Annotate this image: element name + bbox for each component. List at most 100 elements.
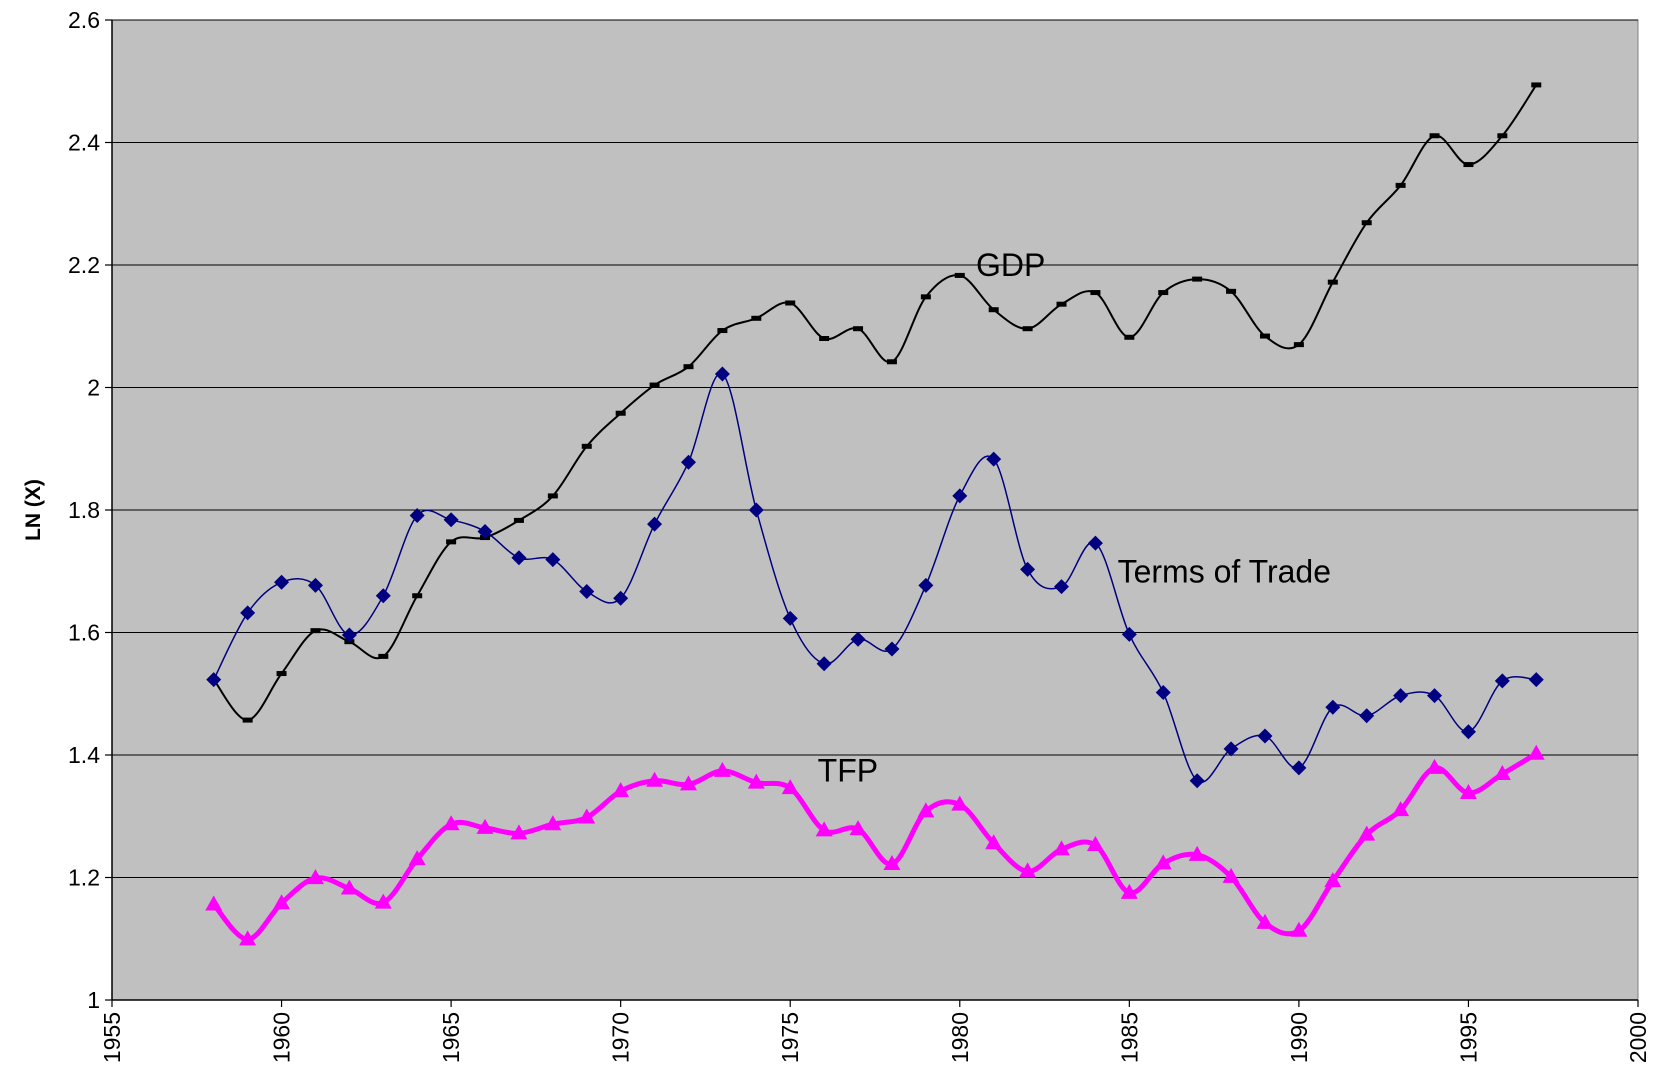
series-label: Terms of Trade bbox=[1118, 553, 1331, 589]
marker bbox=[579, 583, 595, 599]
marker bbox=[714, 366, 730, 382]
marker bbox=[307, 577, 323, 593]
marker bbox=[748, 502, 764, 518]
marker bbox=[1426, 758, 1444, 774]
marker bbox=[581, 443, 592, 449]
marker bbox=[680, 454, 696, 470]
marker bbox=[1531, 82, 1542, 88]
marker bbox=[920, 294, 931, 300]
marker bbox=[917, 802, 935, 818]
series-label: GDP bbox=[976, 247, 1045, 283]
marker bbox=[511, 550, 527, 566]
marker bbox=[239, 930, 257, 946]
marker bbox=[679, 775, 697, 791]
marker bbox=[443, 512, 459, 528]
marker bbox=[883, 855, 901, 871]
marker bbox=[513, 517, 524, 523]
marker bbox=[647, 516, 663, 532]
marker bbox=[646, 771, 664, 787]
marker bbox=[1358, 825, 1376, 841]
marker bbox=[1223, 741, 1239, 757]
y-tick-label: 1.4 bbox=[68, 742, 100, 768]
marker bbox=[374, 893, 392, 909]
marker bbox=[782, 610, 798, 626]
marker bbox=[1188, 845, 1206, 861]
marker bbox=[578, 808, 596, 824]
marker bbox=[850, 631, 866, 647]
marker bbox=[477, 523, 493, 539]
marker bbox=[510, 824, 528, 840]
marker bbox=[276, 671, 287, 677]
marker bbox=[340, 879, 358, 895]
marker bbox=[986, 451, 1002, 467]
marker bbox=[476, 818, 494, 834]
series-label: TFP bbox=[818, 752, 878, 788]
x-tick-label: 1980 bbox=[947, 1012, 973, 1063]
marker bbox=[1020, 561, 1036, 577]
marker bbox=[849, 820, 867, 836]
marker bbox=[375, 588, 391, 604]
marker bbox=[884, 641, 900, 657]
marker bbox=[1527, 744, 1545, 760]
marker bbox=[1494, 673, 1510, 689]
marker bbox=[544, 815, 562, 831]
marker bbox=[1291, 760, 1307, 776]
marker bbox=[951, 795, 969, 811]
series bbox=[206, 366, 1544, 789]
marker bbox=[1325, 699, 1341, 715]
x-tick-label: 1965 bbox=[438, 1012, 464, 1063]
x-tick-label: 2000 bbox=[1625, 1012, 1651, 1063]
marker bbox=[751, 315, 762, 321]
series bbox=[208, 82, 1542, 723]
marker bbox=[242, 717, 253, 723]
x-tick-label: 1960 bbox=[269, 1012, 295, 1063]
marker bbox=[442, 815, 460, 831]
marker bbox=[649, 382, 660, 388]
marker bbox=[713, 761, 731, 777]
marker bbox=[310, 628, 321, 634]
marker bbox=[988, 307, 999, 313]
marker bbox=[747, 773, 765, 789]
marker bbox=[205, 895, 223, 911]
y-tick-label: 1.6 bbox=[68, 620, 100, 646]
series-line bbox=[211, 751, 1538, 942]
marker bbox=[1459, 783, 1477, 799]
y-tick-label: 1.2 bbox=[68, 865, 100, 891]
marker bbox=[1257, 728, 1273, 744]
marker bbox=[341, 627, 357, 643]
y-axis-label: LN (X) bbox=[22, 479, 45, 541]
marker bbox=[815, 821, 833, 837]
x-tick-label: 1955 bbox=[99, 1012, 125, 1063]
marker bbox=[273, 894, 291, 910]
series bbox=[205, 744, 1545, 946]
marker bbox=[1090, 290, 1101, 296]
marker bbox=[378, 653, 389, 659]
marker bbox=[412, 593, 423, 599]
marker bbox=[1054, 579, 1070, 595]
marker bbox=[615, 410, 626, 416]
marker bbox=[683, 364, 694, 370]
marker bbox=[1192, 276, 1203, 282]
marker bbox=[1497, 133, 1508, 139]
marker bbox=[1124, 334, 1135, 340]
marker bbox=[1056, 301, 1067, 307]
marker bbox=[918, 577, 934, 593]
marker bbox=[240, 605, 256, 621]
marker bbox=[409, 508, 425, 524]
marker bbox=[1053, 840, 1071, 856]
marker bbox=[816, 656, 832, 672]
marker bbox=[1259, 333, 1270, 339]
marker bbox=[1256, 913, 1274, 929]
marker bbox=[1427, 688, 1443, 704]
marker bbox=[985, 834, 1003, 850]
marker bbox=[1429, 133, 1440, 139]
marker bbox=[274, 574, 290, 590]
y-tick-label: 1 bbox=[87, 987, 100, 1013]
marker bbox=[952, 488, 968, 504]
marker bbox=[1121, 626, 1137, 642]
marker bbox=[819, 336, 830, 341]
marker bbox=[446, 539, 457, 545]
marker bbox=[1158, 290, 1169, 296]
marker bbox=[1087, 535, 1103, 551]
